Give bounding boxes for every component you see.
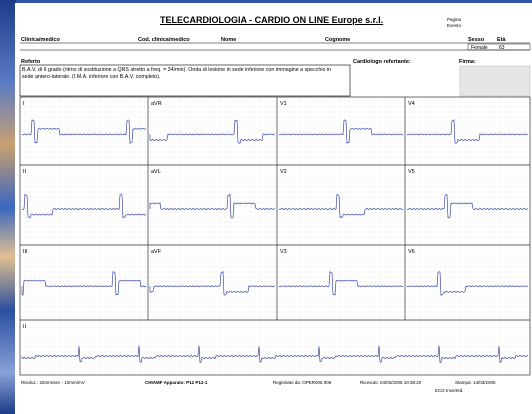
ecg-trace xyxy=(21,119,147,144)
sex-value: Female xyxy=(471,45,488,51)
ecg-trace xyxy=(149,119,276,144)
lead-label: V5 xyxy=(408,169,415,175)
ecg-trace xyxy=(21,271,147,296)
lead-label: V2 xyxy=(280,169,287,175)
ecg-trace xyxy=(406,194,529,219)
lead-label: V4 xyxy=(408,101,415,107)
age-value: 63 xyxy=(499,45,505,51)
recorded: Registrato da: OPER006 006 xyxy=(273,380,332,385)
lead-label: V1 xyxy=(280,101,287,107)
received: Ricevuto: 04/03/2005 10:38:20 xyxy=(360,380,422,385)
lead-label: aVF xyxy=(151,249,162,255)
ecg-trace xyxy=(406,119,529,144)
background-strip xyxy=(0,0,16,414)
title: TELECARDIOLOGIA - CARDIO ON LINE Europe … xyxy=(160,15,384,25)
name-label: Nome xyxy=(221,37,237,43)
device: CHIAMF Apparato: P12 P12-1 xyxy=(145,380,208,385)
ecg-trace xyxy=(21,345,529,364)
lead-label: V6 xyxy=(408,249,415,255)
age-label: Età xyxy=(497,37,506,43)
sex-label: Sesso xyxy=(468,37,485,43)
ecg-document: TELECARDIOLOGIA - CARDIO ON LINE Europe … xyxy=(15,3,532,414)
ecg-trace xyxy=(149,271,276,296)
ecg-trace xyxy=(21,193,147,219)
signature-label: Firma: xyxy=(459,59,476,65)
printed: Stampa: 14/03/2005 xyxy=(455,380,496,385)
grid-border xyxy=(19,96,531,376)
cardiologist-label: Cardiologo refertante: xyxy=(353,59,411,65)
report-text: B.A.V. di II grado (ritmo di sostituzion… xyxy=(22,67,332,80)
ecg-trace xyxy=(149,193,276,219)
surname-label: Cognome xyxy=(325,37,351,43)
clinic-label: Clinica/medico xyxy=(21,37,60,43)
lead-label: II xyxy=(23,169,27,175)
lead-label: III xyxy=(23,249,28,255)
lead-label: I xyxy=(23,101,25,107)
event-label: Evento xyxy=(447,23,462,28)
inverted: ECG Inverted. xyxy=(435,388,464,393)
ecg-trace xyxy=(406,271,529,296)
report-label: Referto xyxy=(21,59,41,65)
lead-label: aVR xyxy=(151,101,162,107)
page-label: Pagina xyxy=(447,17,462,22)
clinic-code-label: Cod. clinica/medico xyxy=(138,37,190,43)
resolution: Risoluz.: 25mm/sec - 10mm/mV xyxy=(21,380,85,385)
ecg-trace xyxy=(278,193,404,219)
lead-label: aVL xyxy=(151,169,161,175)
lead-label: V3 xyxy=(280,249,287,255)
ecg-trace xyxy=(278,271,404,296)
ecg-trace xyxy=(278,119,404,144)
lead-label: II xyxy=(23,324,27,330)
